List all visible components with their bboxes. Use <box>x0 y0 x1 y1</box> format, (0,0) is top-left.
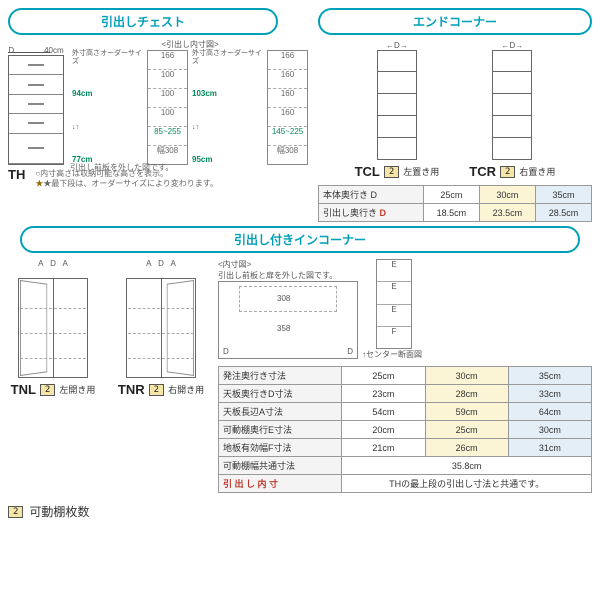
section-drawer-chest: 引出しチェスト D40cm <引出し内寸図> 外寸高さオーダーサイズ 94cm <box>8 8 308 222</box>
chest-cabinet-icon <box>8 55 64 165</box>
tcr-model: TCR <box>469 164 496 179</box>
tnl-badge: 2 <box>40 384 55 396</box>
outer-height-2: 外寸高さオーダーサイズ 103cm ↓↑ 95cm <box>192 50 263 165</box>
incorner-content: A D A TNL 2 左開き用 A D A <box>8 259 592 493</box>
tcr-badge: 2 <box>500 166 515 178</box>
incorner-inner-label: <内寸図> 引出し前板と扉を外した図です。 <box>218 259 358 281</box>
incorner-plan-icon: 308 358 D D <box>218 281 358 359</box>
inner-front-1: 166 100 100 100 85~255 幅308 <box>147 50 188 165</box>
tcl-model: TCL <box>355 164 380 179</box>
end-corner-spec-table: 本体奥行き D25cm30cm35cm引出し奥行き D18.5cm23.5cm2… <box>318 185 592 222</box>
tcl-usage: 左置き用 <box>403 165 439 178</box>
side-caption: ↑センター断面図 <box>362 349 422 360</box>
shelf-legend-label: 可動棚枚数 <box>29 503 89 520</box>
tnl-usage: 左開き用 <box>59 383 95 396</box>
tcr-usage: 右置き用 <box>519 165 555 178</box>
tnl-model: TNL <box>11 382 36 397</box>
outer-height-1: 外寸高さオーダーサイズ 94cm ↓↑ 77cm <box>72 50 143 165</box>
incorner-section-icon: E E E F <box>376 259 412 349</box>
tcl-badge: 2 <box>384 166 399 178</box>
section-title-chest: 引出しチェスト <box>8 8 278 35</box>
end-corner-right-icon <box>492 50 532 160</box>
section-title-incorner: 引出し付きインコーナー <box>20 226 580 253</box>
incorner-spec-table: 発注奥行き寸法25cm30cm35cm天板奥行きD寸法23cm28cm33cm天… <box>218 366 592 493</box>
tnl-cabinet-icon <box>8 268 98 378</box>
shelf-badge-icon: 2 <box>8 506 23 518</box>
end-corner-left-icon <box>377 50 417 160</box>
shelf-legend: 2 可動棚枚数 <box>8 503 592 520</box>
chest-top-depth: D40cm <box>8 46 63 55</box>
chest-model: TH <box>8 167 25 182</box>
tnr-model: TNR <box>118 382 145 397</box>
tnr-usage: 右開き用 <box>168 383 204 396</box>
tnr-cabinet-icon <box>116 268 206 378</box>
section-end-corner: エンドコーナー ←D→ TCL 2 左置き用 <box>318 8 592 222</box>
section-title-endcorner: エンドコーナー <box>318 8 592 35</box>
chest-diagrams: D40cm <引出し内寸図> 外寸高さオーダーサイズ 94cm ↓↑ 77cm <box>8 39 308 165</box>
inner-front-2: 166 160 160 160 145~225 幅308 <box>267 50 308 165</box>
inner-label: <引出し内寸図> <box>161 39 218 50</box>
tnr-badge: 2 <box>149 384 164 396</box>
